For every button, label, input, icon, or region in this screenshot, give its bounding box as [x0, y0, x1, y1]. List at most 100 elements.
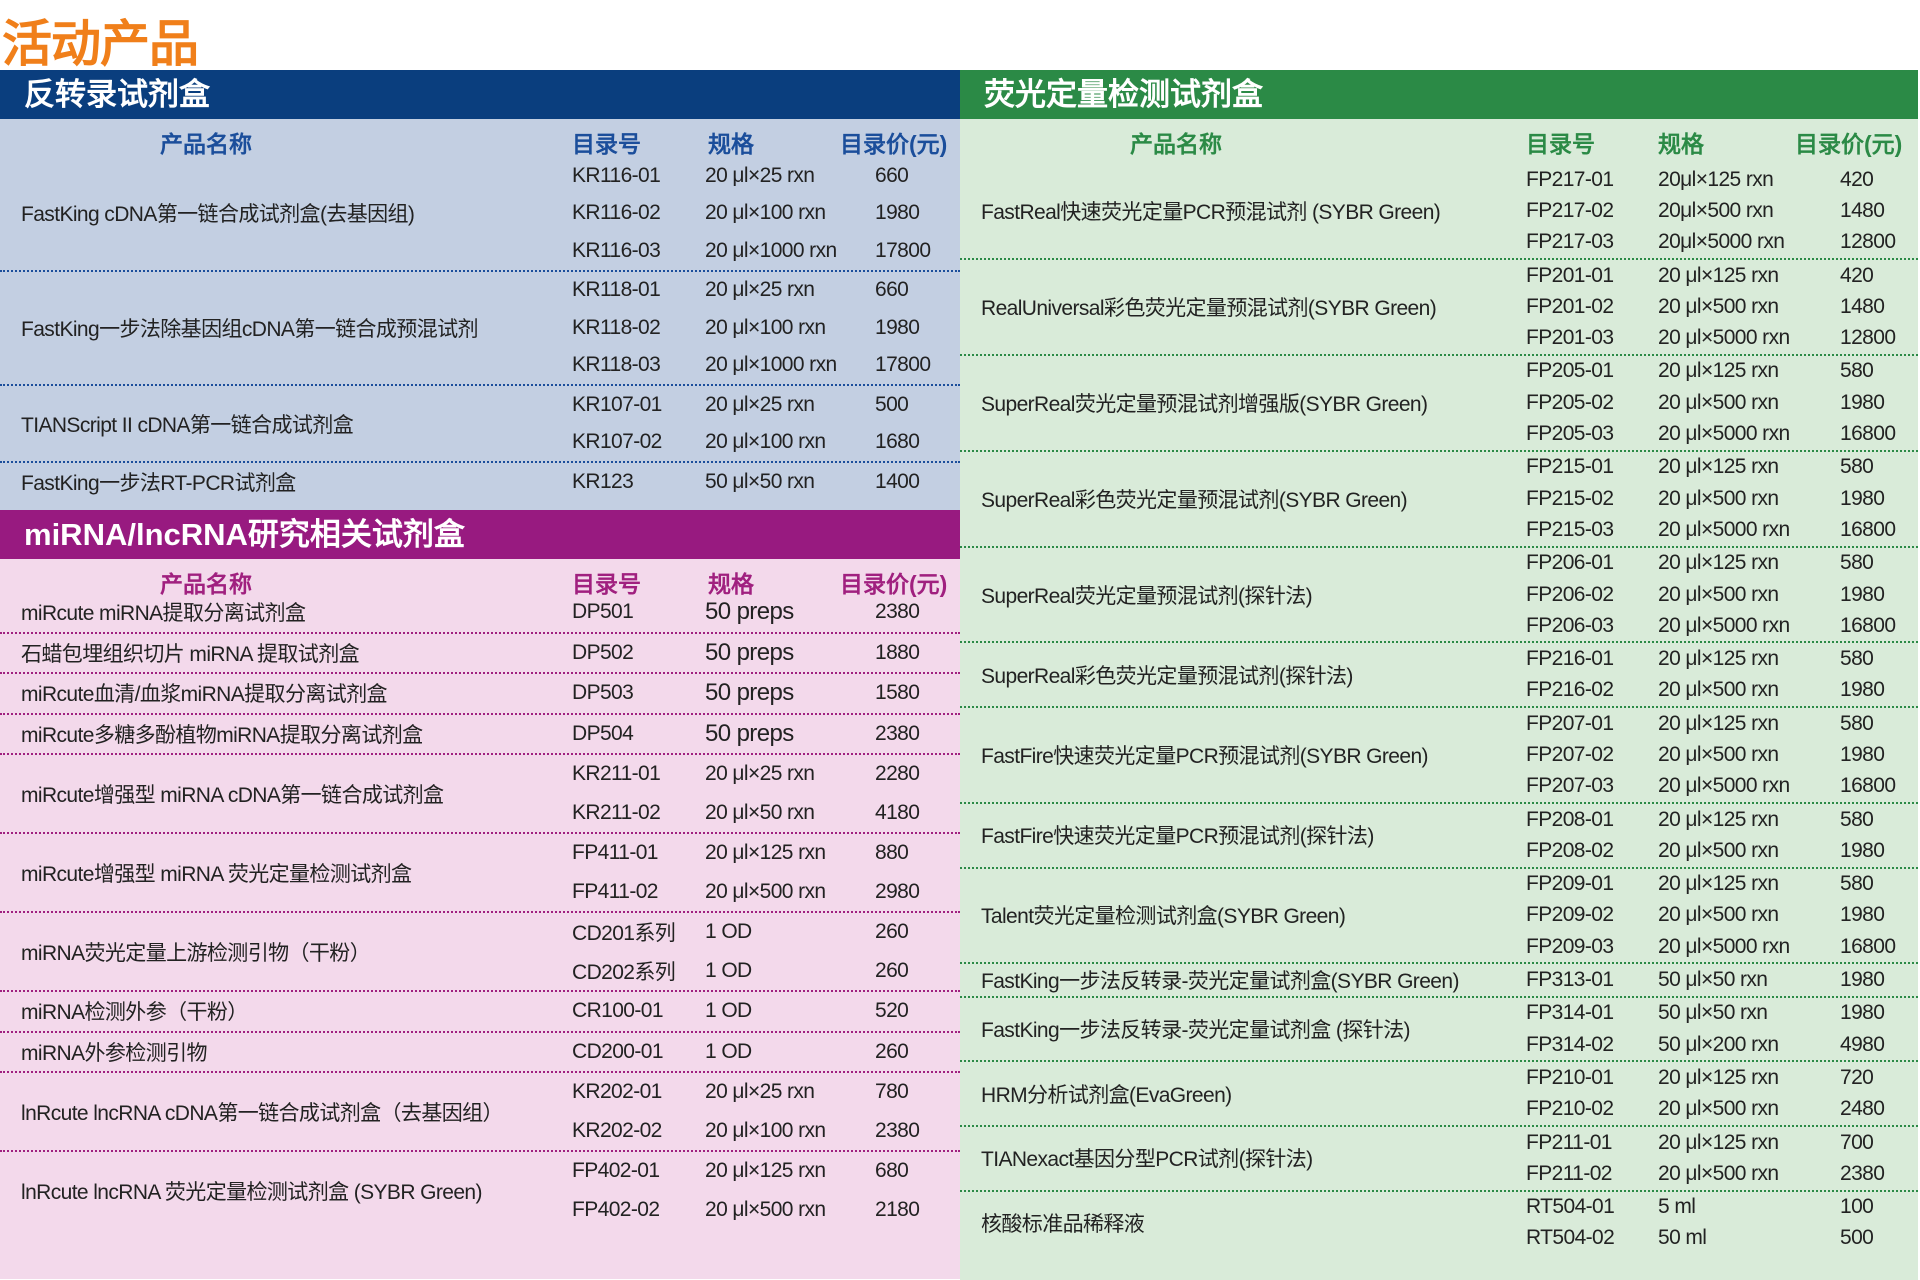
catalog-number: FP205-03: [1526, 422, 1614, 446]
column-header: 目录价(元): [840, 131, 948, 157]
list-price: 4980: [1840, 1032, 1885, 1056]
specification: 20 μl×100 rxn: [705, 1118, 826, 1142]
column-header: 产品名称: [1130, 131, 1222, 157]
catalog-item: FP205-02 20 μl×500 rxn 1980: [960, 387, 1918, 418]
catalog-item: FP211-02 20 μl×500 rxn 2380: [960, 1158, 1918, 1189]
list-price: 1680: [875, 430, 920, 454]
product-name: miRcute增强型 miRNA cDNA第一链合成试剂盒: [21, 783, 444, 807]
column-header-row: 产品名称 目录号 规格 目录价(元): [0, 119, 960, 157]
product-name: FastKing一步法RT-PCR试剂盒: [21, 471, 296, 495]
product-name: FastKing一步法反转录-荧光定量试剂盒 (探针法): [981, 1019, 1410, 1043]
product-row: FastReal快速荧光定量PCR预混试剂 (SYBR Green) FP217-…: [960, 164, 1918, 260]
catalog-item: DP502 50 preps 1880: [0, 634, 960, 673]
product-name: FastReal快速荧光定量PCR预混试剂 (SYBR Green): [981, 200, 1441, 224]
product-row: lnRcute lncRNA 荧光定量检测试剂盒 (SYBR Green) FP4…: [0, 1152, 960, 1229]
product-name: TIANexact基因分型PCR试剂(探针法): [981, 1148, 1313, 1172]
specification: 20 μl×500 rxn: [1658, 742, 1779, 766]
specification: 20 μl×50 rxn: [705, 800, 815, 824]
list-price: 12800: [1840, 326, 1896, 350]
product-row: SuperReal荧光定量预混试剂(探针法) FP206-01 20 μl×125 …: [960, 548, 1918, 644]
section-title: miRNA/lncRNA研究相关试剂盒: [0, 510, 960, 559]
catalog-number: FP210-01: [1526, 1065, 1614, 1089]
product-row: miRcute miRNA提取分离试剂盒 DP501 50 preps 2380: [0, 593, 960, 634]
list-price: 1980: [1840, 390, 1885, 414]
column-header: 目录号: [572, 571, 641, 597]
specification: 1 OD: [705, 1039, 752, 1063]
product-row: miRNA检测外参（干粉） CR100-01 1 OD 520: [0, 992, 960, 1033]
specification: 20 μl×100 rxn: [705, 201, 826, 225]
catalog-number: FP411-01: [572, 841, 658, 865]
specification: 50 μl×50 rxn: [1658, 1001, 1768, 1025]
column-header: 目录号: [572, 131, 641, 157]
product-name: miRcute增强型 miRNA 荧光定量检测试剂盒: [21, 862, 412, 886]
catalog-item: FP206-03 20 μl×5000 rxn 16800: [960, 610, 1918, 641]
product-row: FastKing cDNA第一链合成试剂盒(去基因组) KR116-01 20 μl…: [0, 157, 960, 272]
product-row: FastFire快速荧光定量PCR预混试剂(探针法) FP208-01 20 μl×…: [960, 804, 1918, 869]
specification: 50 μl×200 rxn: [1658, 1032, 1779, 1056]
specification: 50 preps: [705, 638, 794, 666]
catalog-number: KR107-02: [572, 430, 662, 454]
catalog-number: FP216-01: [1526, 647, 1614, 671]
product-row: miRcute血清/血浆miRNA提取分离试剂盒 DP503 50 preps 158…: [0, 674, 960, 715]
list-price: 260: [875, 920, 909, 944]
catalog-number: FP208-02: [1526, 838, 1614, 862]
product-row: FastKing一步法反转录-荧光定量试剂盒 (探针法) FP314-01 50 μ…: [960, 998, 1918, 1063]
product-row: SuperReal荧光定量预混试剂增强版(SYBR Green) FP205-01…: [960, 356, 1918, 452]
product-row: SuperReal彩色荧光定量预混试剂(SYBR Green) FP215-01 2…: [960, 452, 1918, 548]
catalog-number: FP209-03: [1526, 934, 1614, 958]
catalog-number: FP402-01: [572, 1159, 660, 1183]
specification: 20 μl×500 rxn: [1658, 1097, 1779, 1121]
product-row: FastKing一步法除基因组cDNA第一链合成预混试剂 KR118-01 20 μ…: [0, 272, 960, 386]
catalog-item: FP215-01 20 μl×125 rxn 580: [960, 452, 1918, 483]
product-name: lnRcute lncRNA 荧光定量检测试剂盒 (SYBR Green): [21, 1180, 483, 1204]
section-table: 产品名称 目录号 规格 目录价(元) miRcute miRNA提取分离试剂盒 DP501…: [0, 559, 960, 1279]
column-header: 产品名称: [160, 131, 252, 157]
column-header: 目录价(元): [840, 571, 948, 597]
catalog-item: FP206-02 20 μl×500 rxn 1980: [960, 579, 1918, 610]
catalog-item: DP503 50 preps 1580: [0, 674, 960, 713]
specification: 20 μl×125 rxn: [1658, 551, 1779, 575]
catalog-item: KR202-01 20 μl×25 rxn 780: [0, 1073, 960, 1112]
list-price: 2380: [1840, 1161, 1885, 1185]
list-price: 1980: [1840, 742, 1885, 766]
catalog-number: FP211-01: [1526, 1130, 1612, 1154]
product-name: miRNA外参检测引物: [21, 1041, 208, 1065]
column-header-row: 产品名称 目录号 规格 目录价(元): [960, 119, 1918, 164]
catalog-item: FP205-01 20 μl×125 rxn 580: [960, 356, 1918, 387]
catalog-item: FP207-01 20 μl×125 rxn 580: [960, 708, 1918, 739]
catalog-item: FP209-02 20 μl×500 rxn 1980: [960, 900, 1918, 931]
list-price: 660: [875, 163, 909, 187]
list-price: 2380: [875, 721, 920, 745]
specification: 20 μl×125 rxn: [1658, 455, 1779, 479]
catalog-item: FP314-01 50 μl×50 rxn 1980: [960, 998, 1918, 1029]
specification: 20 μl×5000 rxn: [1658, 613, 1790, 637]
product-row: FastKing一步法反转录-荧光定量试剂盒(SYBR Green) FP313-…: [960, 964, 1918, 998]
product-name: SuperReal荧光定量预混试剂增强版(SYBR Green): [981, 392, 1428, 416]
catalog-number: KR118-03: [572, 353, 661, 377]
catalog-item: RT504-01 5 ml 100: [960, 1192, 1918, 1223]
list-price: 2180: [875, 1197, 920, 1221]
catalog-item: FP208-01 20 μl×125 rxn 580: [960, 804, 1918, 835]
specification: 1 OD: [705, 920, 752, 944]
section-table: 产品名称 目录号 规格 目录价(元) FastKing cDNA第一链合成试剂盒(去基因…: [0, 119, 960, 510]
list-price: 680: [875, 1159, 909, 1183]
product-name: SuperReal荧光定量预混试剂(探针法): [981, 584, 1313, 608]
catalog-number: FP314-02: [1526, 1032, 1614, 1056]
product-name: SuperReal彩色荧光定量预混试剂(SYBR Green): [981, 488, 1408, 512]
catalog-item: FP210-02 20 μl×500 rxn 2480: [960, 1094, 1918, 1125]
specification: 20 μl×125 rxn: [1658, 872, 1779, 896]
list-price: 700: [1840, 1130, 1874, 1154]
catalog-item: FP402-01 20 μl×125 rxn 680: [0, 1152, 960, 1191]
catalog-number: FP411-02: [572, 879, 658, 903]
specification: 20μl×5000 rxn: [1658, 230, 1785, 254]
list-price: 1480: [1840, 198, 1885, 222]
list-price: 580: [1840, 359, 1874, 383]
catalog-item: FP411-01 20 μl×125 rxn 880: [0, 834, 960, 873]
section-title: 反转录试剂盒: [0, 70, 960, 119]
catalog-number: FP217-01: [1526, 167, 1614, 191]
catalog-number: RT504-02: [1526, 1226, 1615, 1250]
product-name: HRM分析试剂盒(EvaGreen): [981, 1083, 1232, 1107]
catalog-item: FP411-02 20 μl×500 rxn 2980: [0, 873, 960, 912]
catalog-number: DP504: [572, 721, 634, 745]
list-price: 1480: [1840, 294, 1885, 318]
